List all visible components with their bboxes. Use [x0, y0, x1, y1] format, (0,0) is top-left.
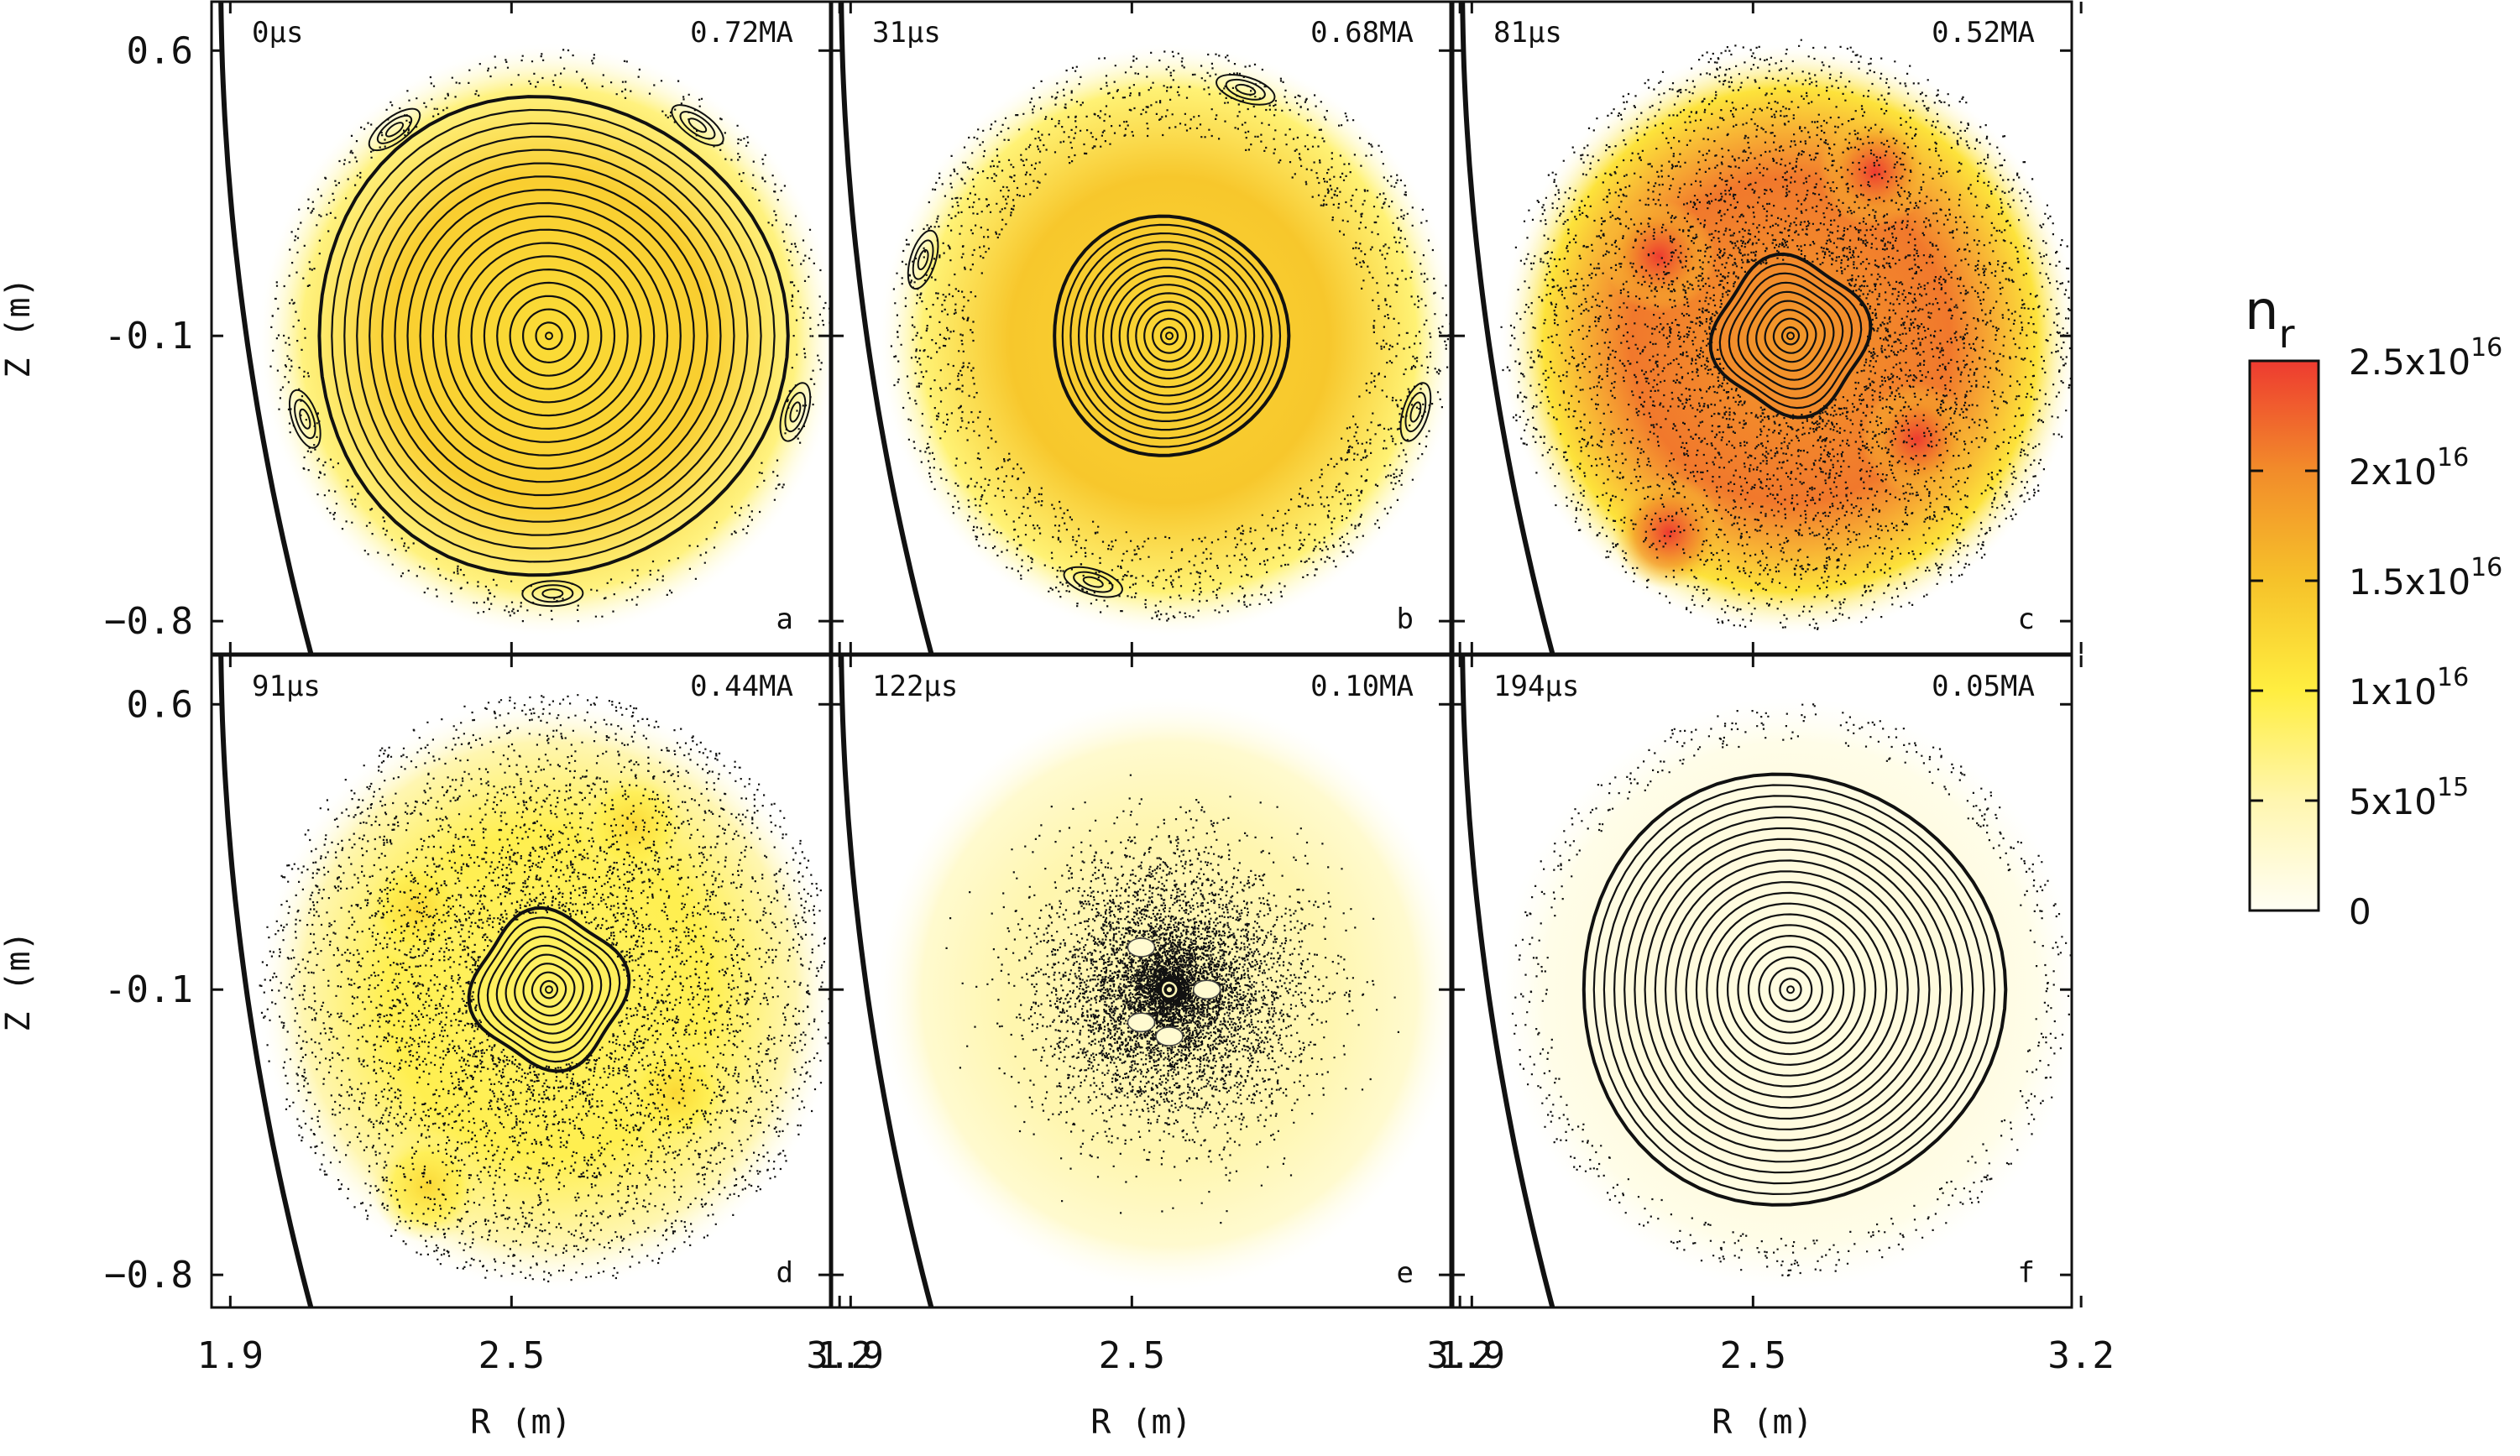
x-tick-label: 2.5: [1099, 1334, 1165, 1377]
x-tick-label: 3.2: [1426, 1334, 1493, 1377]
x-axis-label: R (m): [1712, 1403, 1812, 1442]
stochastic-field-lines: [890, 50, 1451, 622]
panel-current-label: 0.44MA: [690, 670, 793, 703]
density-field: [878, 44, 1451, 637]
island-chain: [907, 73, 1432, 598]
density-lobe: [1860, 383, 1974, 496]
panel-d: 91μs 0.44MA d: [210, 654, 841, 1309]
density-lobe: [619, 1036, 732, 1150]
colorbar-tick-label: 0: [2349, 891, 2371, 932]
x-tick-label: 1.9: [197, 1334, 264, 1377]
axes-layer: 0.6 -0.1 −0.8 Z (m) 0.6 -0.1 −0.8 Z (m) 1.9 2.5 3.…: [0, 29, 2115, 1442]
panel-letter: c: [2018, 603, 2035, 636]
y-axis-label: Z (m): [0, 277, 38, 378]
colorbar-tick-label: 1x1016: [2349, 663, 2469, 712]
panel-frame: [1451, 654, 2073, 1309]
density-field: [878, 697, 1451, 1291]
colorbar-tick-label: 5x1015: [2349, 773, 2469, 822]
x-axis-label: R (m): [470, 1403, 571, 1442]
vessel-wall: [839, 655, 934, 1307]
y-tick-label: −0.8: [104, 600, 193, 643]
x-axis-label: R (m): [1090, 1403, 1191, 1442]
colorbar-title: nr: [2245, 280, 2295, 357]
colorbar-tick-label: 2.5x1016: [2349, 333, 2502, 383]
colorbar-gradient: [2248, 359, 2320, 912]
y-tick-label: -0.1: [104, 315, 193, 357]
vessel-wall: [839, 2, 934, 654]
panel-time-label: 31μs: [872, 16, 941, 50]
x-tick-label: 2.5: [1720, 1334, 1786, 1377]
panel-current-label: 0.05MA: [1932, 670, 2035, 703]
panel-letter: f: [2018, 1256, 2035, 1290]
x-tick-label: 1.9: [1439, 1334, 1505, 1377]
density-lobe: [577, 769, 690, 882]
y-tick-label: 0.6: [127, 683, 193, 726]
stochastic-field-lines: [1511, 703, 2072, 1276]
colorbar: nr 2.5x1016 2x1016 1.5x1016 1x1016 5x1015 0: [2245, 280, 2502, 932]
stochastic-field-lines: [1500, 39, 2072, 630]
panel-frame: [830, 0, 1452, 655]
island-chain: [288, 104, 812, 608]
panel-current-label: 0.68MA: [1310, 16, 1414, 50]
panel-frame: [210, 0, 832, 655]
stochastic-field-lines: [945, 774, 1399, 1224]
x-tick-label: 2.5: [478, 1334, 545, 1377]
panel-current-label: 0.72MA: [690, 16, 793, 50]
flux-surfaces: [317, 95, 790, 577]
x-tick-label: 1.9: [818, 1334, 884, 1377]
panel-time-label: 0μs: [252, 16, 303, 50]
flux-surfaces: [1708, 252, 1873, 420]
density-lobe: [1602, 200, 1716, 313]
vessel-wall: [218, 2, 314, 654]
panel-f: 194μs 0.05MA f: [1451, 654, 2083, 1309]
panel-letter: a: [776, 603, 793, 636]
flux-surfaces: [1053, 214, 1291, 457]
x-tick-label: 3.2: [806, 1334, 872, 1377]
panel-frame: [210, 654, 832, 1309]
y-axis-label: Z (m): [0, 931, 38, 1031]
density-lobe: [1612, 476, 1725, 589]
panel-b: 31μs 0.68MA b: [830, 0, 1461, 655]
vessel-wall: [1460, 655, 1555, 1307]
panel-time-label: 91μs: [252, 670, 321, 703]
density-field: [258, 44, 830, 637]
panel-letter: e: [1397, 1256, 1414, 1290]
y-tick-label: 0.6: [127, 29, 193, 72]
panels-layer: 0μs 0.72MA a 31μs 0.68MA b 81μs 0.52MA c 91μs 0.44…: [210, 0, 2083, 1309]
colorbar-tick-label: 1.5x1016: [2349, 553, 2502, 603]
vessel-wall: [1460, 2, 1555, 654]
x-tick-label: 3.2: [2047, 1334, 2114, 1377]
y-tick-label: -0.1: [104, 968, 193, 1011]
panel-letter: b: [1397, 603, 1414, 636]
vessel-wall: [218, 655, 314, 1307]
y-tick-label: −0.8: [104, 1254, 193, 1297]
panel-e: 122μs 0.10MA e: [830, 654, 1461, 1309]
flux-surfaces: [1158, 978, 1181, 1001]
density-lobe: [1818, 115, 1932, 228]
panel-time-label: 122μs: [872, 670, 958, 703]
panel-current-label: 0.10MA: [1310, 670, 1414, 703]
panel-frame: [830, 654, 1452, 1309]
panel-time-label: 194μs: [1493, 670, 1579, 703]
colorbar-tick-label: 2x1016: [2349, 443, 2469, 493]
panel-current-label: 0.52MA: [1932, 16, 2035, 50]
density-lobe: [370, 1130, 484, 1243]
small-islands: [1127, 937, 1221, 1046]
panel-time-label: 81μs: [1493, 16, 1562, 50]
panel-c: 81μs 0.52MA c: [1451, 0, 2083, 655]
panel-a: 0μs 0.72MA a: [210, 0, 841, 655]
flux-surfaces: [1582, 772, 2008, 1207]
flux-surfaces: [467, 905, 631, 1073]
panel-frame: [1451, 0, 2073, 655]
panel-letter: d: [776, 1256, 793, 1290]
